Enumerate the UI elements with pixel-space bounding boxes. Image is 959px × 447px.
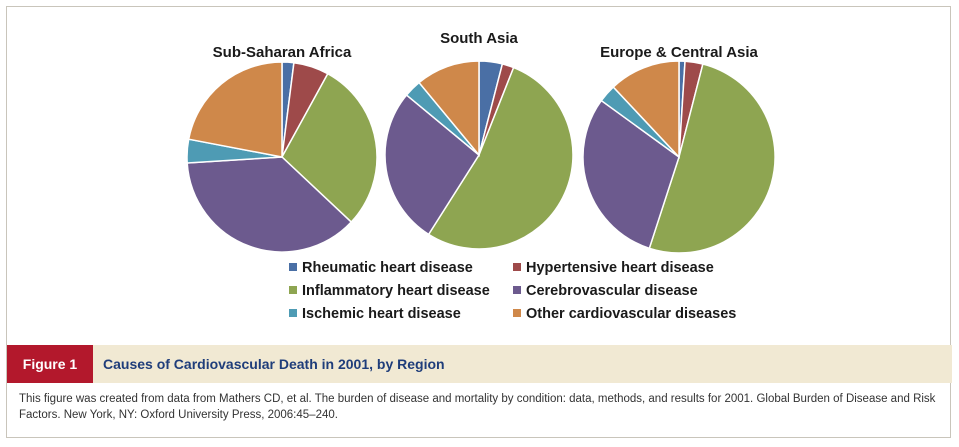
legend-swatch-other	[513, 309, 521, 317]
pie-title: South Asia	[440, 30, 518, 47]
pie-slice-cerebrovascular	[582, 99, 680, 250]
pie-charts-svg: Sub-Saharan Africa South Asia Europe & Cen…	[186, 30, 776, 322]
pie-slice-inflammatory	[427, 66, 574, 250]
legend-swatch-inflammatory	[289, 286, 297, 294]
legend-swatch-ischemic	[289, 309, 297, 317]
legend-swatch-hypertensive	[513, 263, 521, 271]
pie-slice-other	[612, 60, 680, 159]
legend-label-hypertensive: Hypertensive heart disease	[526, 260, 714, 276]
pie-slice-cerebrovascular	[384, 94, 480, 236]
pie-slice-cerebrovascular	[186, 156, 353, 253]
pie-2	[384, 60, 574, 250]
legend-swatch-cerebrovascular	[513, 286, 521, 294]
pie-slice-other	[187, 61, 283, 158]
caption-bar: Figure 1 Causes of Cardiovascular Death …	[7, 345, 952, 383]
legend-label-inflammatory: Inflammatory heart disease	[302, 283, 490, 299]
pie-title: Sub-Saharan Africa	[213, 44, 352, 61]
pie-slice-inflammatory	[648, 63, 776, 254]
legend-label-rheumatic: Rheumatic heart disease	[302, 260, 473, 276]
pie-3	[582, 60, 776, 254]
figure-title: Causes of Cardiovascular Death in 2001, …	[103, 356, 445, 372]
legend-swatch-rheumatic	[289, 263, 297, 271]
pie-1	[186, 61, 378, 253]
figure-source-note: This figure was created from data from M…	[19, 393, 936, 421]
pie-charts-area: Sub-Saharan Africa South Asia Europe & Cen…	[7, 7, 952, 342]
figure-label: Figure 1	[7, 345, 93, 383]
legend-label-other: Other cardiovascular diseases	[526, 306, 736, 322]
legend-label-ischemic: Ischemic heart disease	[302, 306, 461, 322]
pie-title: Europe & Central Asia	[600, 44, 758, 61]
pie-slice-inflammatory	[281, 72, 378, 224]
pie-slice-other	[418, 60, 480, 158]
figure-frame: Sub-Saharan Africa South Asia Europe & Cen…	[6, 6, 952, 438]
legend-label-cerebrovascular: Cerebrovascular disease	[526, 283, 698, 299]
